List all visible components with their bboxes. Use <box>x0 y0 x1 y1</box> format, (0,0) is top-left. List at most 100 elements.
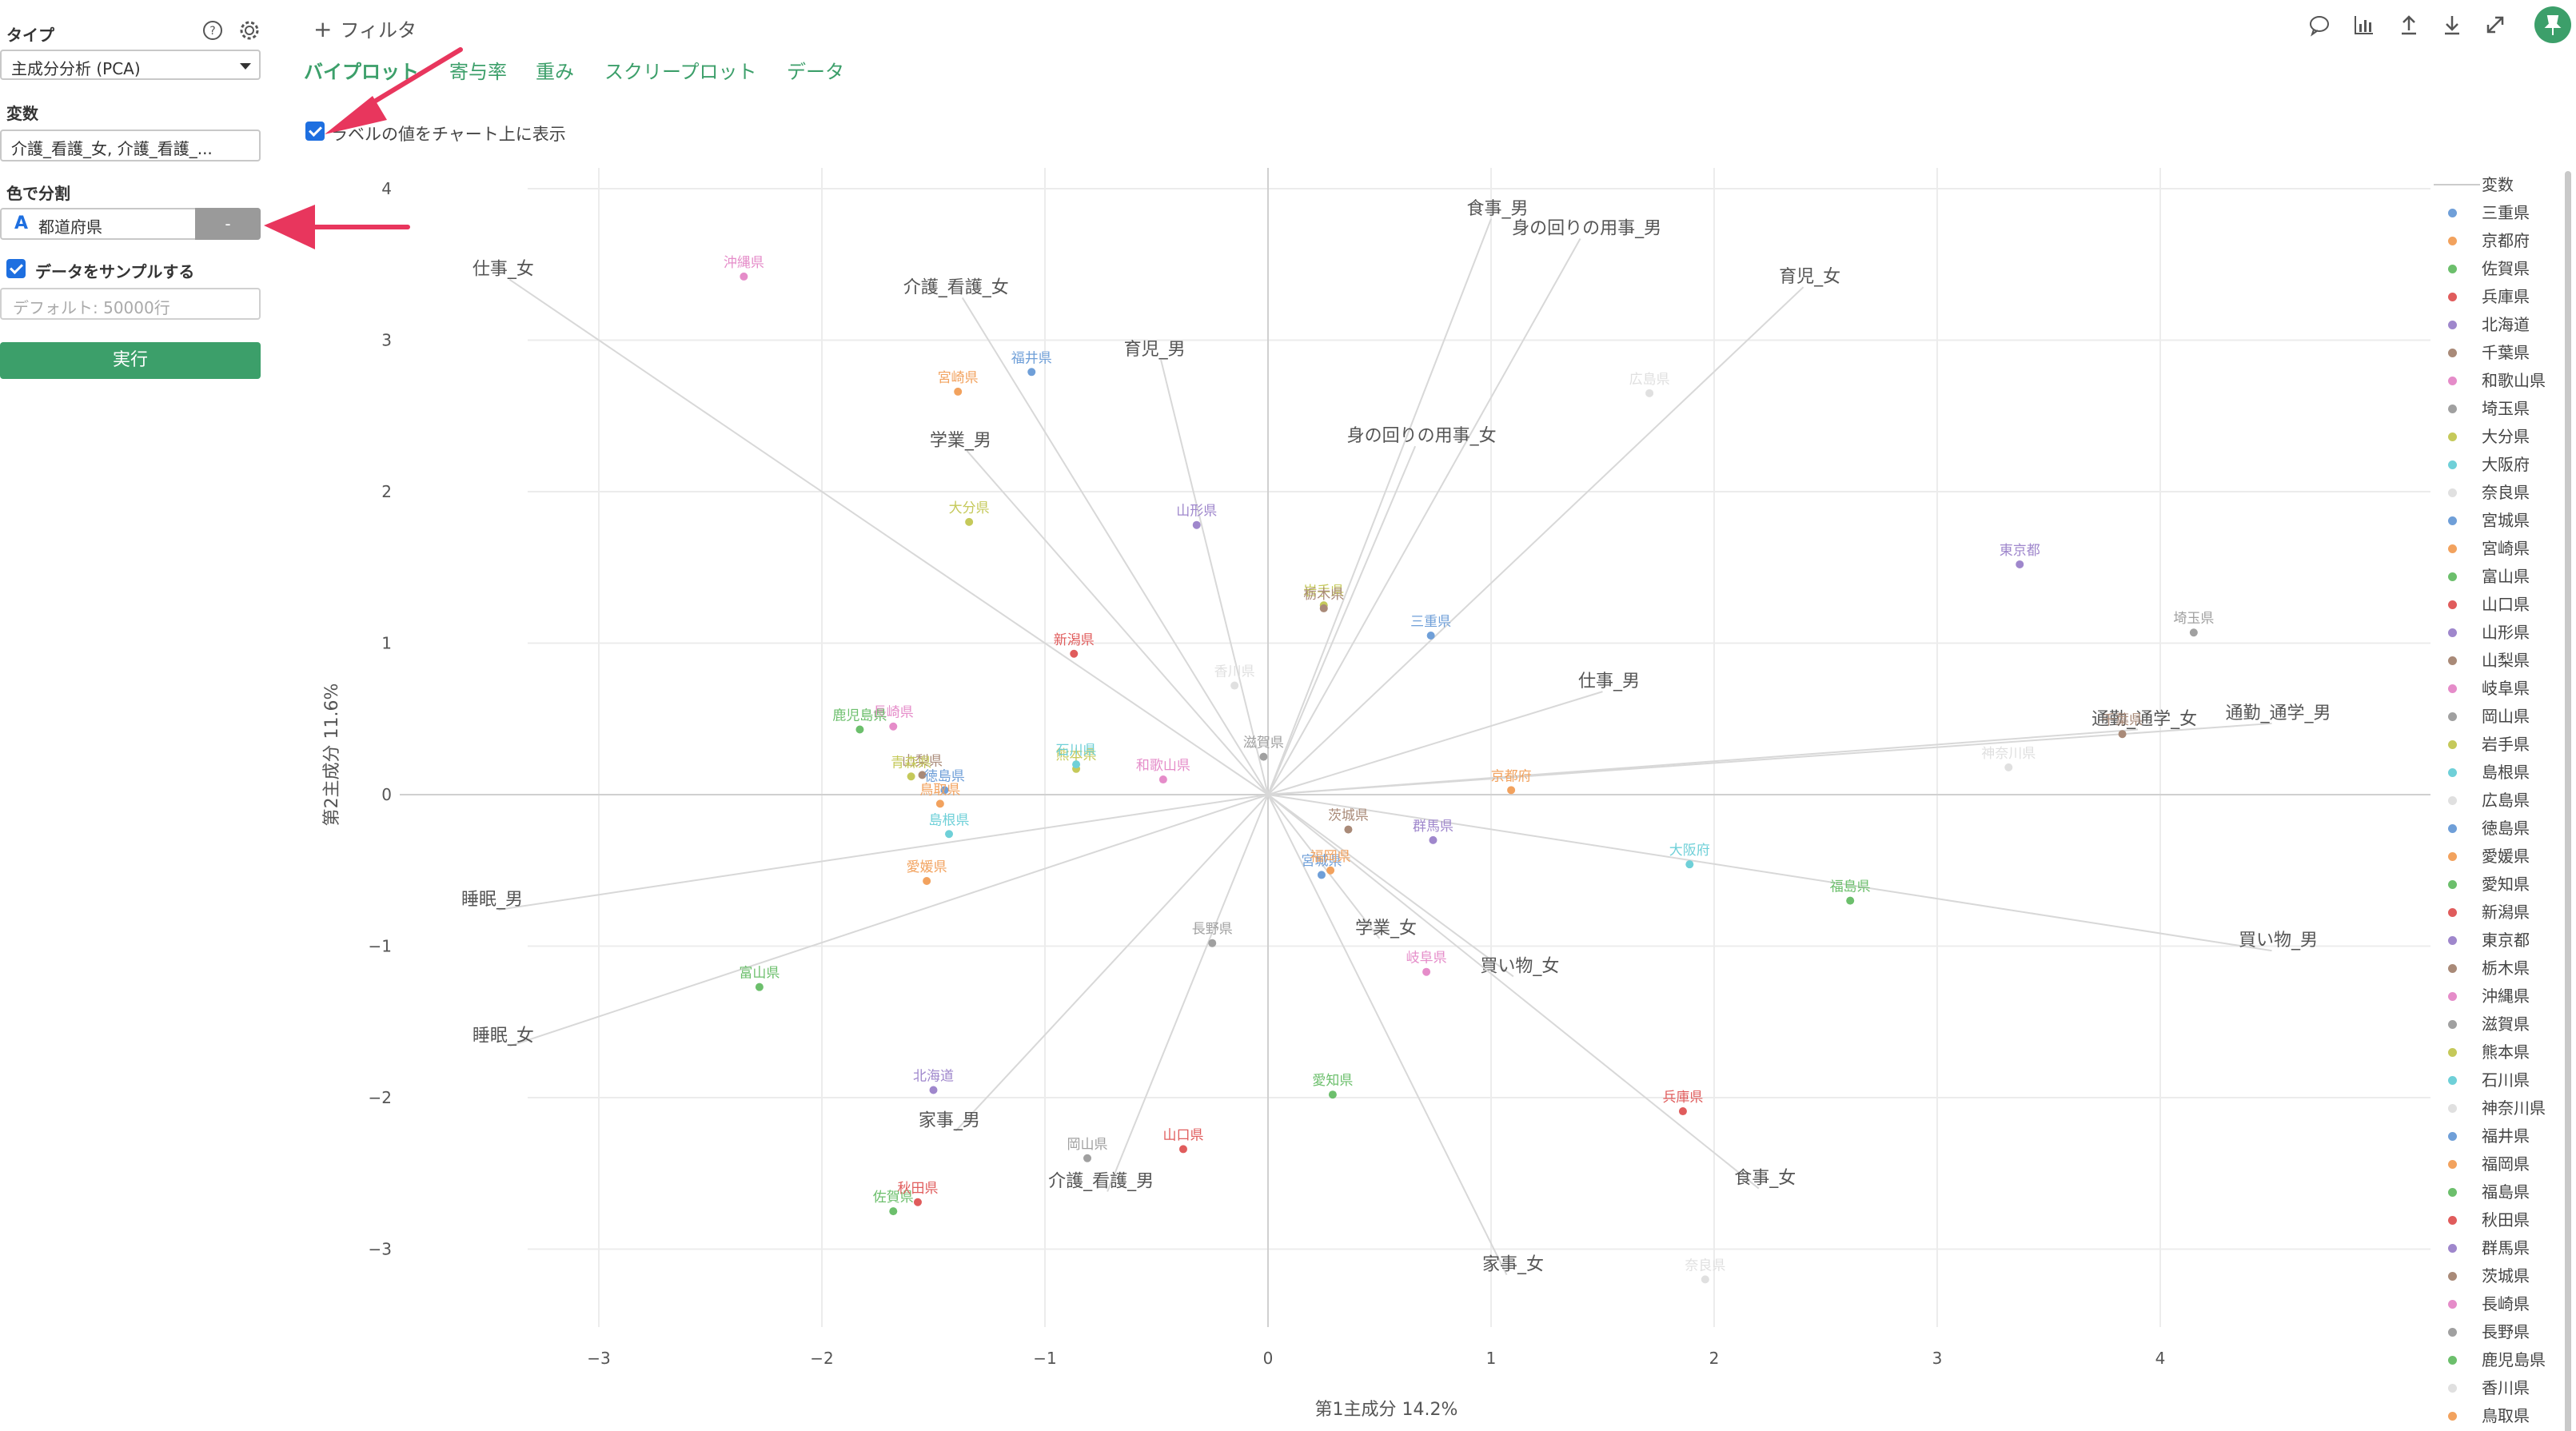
data-point-label: 三重県 <box>1410 614 1451 630</box>
legend-item-label: 岩手県 <box>2482 735 2530 754</box>
loading-vector-line <box>961 297 1269 795</box>
legend-item-label: 栃木県 <box>2482 959 2530 978</box>
legend-item-label: 徳島県 <box>2482 819 2530 838</box>
legend-scrollbar[interactable] <box>2565 171 2571 1431</box>
tab-data[interactable]: データ <box>787 61 844 83</box>
variables-select[interactable]: 介護_看護_女, 介護_看護_... <box>0 130 261 161</box>
gear-icon[interactable] <box>238 19 261 42</box>
expand-icon[interactable] <box>2483 13 2507 37</box>
loading-vector-label: 買い物_女 <box>1480 956 1559 976</box>
legend-dot-icon <box>2448 880 2457 889</box>
legend-item[interactable]: 和歌山県 <box>2422 367 2558 395</box>
legend-item[interactable]: 北海道 <box>2422 311 2558 339</box>
data-point <box>940 786 949 795</box>
legend-item[interactable]: 奈良県 <box>2422 479 2558 507</box>
legend-item[interactable]: 東京都 <box>2422 927 2558 955</box>
legend-item[interactable]: 長崎県 <box>2422 1290 2558 1318</box>
legend-item[interactable]: 埼玉県 <box>2422 395 2558 423</box>
legend-item[interactable]: 群馬県 <box>2422 1234 2558 1262</box>
legend-item[interactable]: 長野県 <box>2422 1318 2558 1346</box>
legend-item[interactable]: 山形県 <box>2422 619 2558 647</box>
legend-item[interactable]: 兵庫県 <box>2422 283 2558 311</box>
legend-item[interactable]: 福岡県 <box>2422 1150 2558 1178</box>
legend-item[interactable]: 新潟県 <box>2422 899 2558 927</box>
legend-item[interactable]: 石川県 <box>2422 1066 2558 1094</box>
tab-biplot[interactable]: バイプロット <box>304 61 419 83</box>
data-point-label: 山形県 <box>1176 504 1217 520</box>
legend-item[interactable]: 山口県 <box>2422 591 2558 619</box>
type-select[interactable]: 主成分分析 (PCA) <box>0 50 261 80</box>
legend-item[interactable]: 宮城県 <box>2422 507 2558 535</box>
legend-item[interactable]: 広島県 <box>2422 787 2558 815</box>
data-point-label: 沖縄県 <box>724 255 764 271</box>
sample-checkbox[interactable] <box>6 259 26 278</box>
x-tick-label: −1 <box>1033 1349 1056 1368</box>
data-point-label: 青森県 <box>891 755 931 771</box>
data-point <box>1208 939 1217 947</box>
legend-item[interactable]: 山梨県 <box>2422 647 2558 675</box>
legend-item[interactable]: 大阪府 <box>2422 451 2558 479</box>
loading-vector-label: 介護_看護_女 <box>903 277 1009 297</box>
chevron-down-icon <box>240 63 251 70</box>
legend-item[interactable]: 愛媛県 <box>2422 843 2558 871</box>
legend-item[interactable]: 京都府 <box>2422 227 2558 255</box>
color-split-remove-button[interactable]: - <box>195 208 261 240</box>
legend-dot-icon <box>2448 349 2457 357</box>
legend-item[interactable]: 香川県 <box>2422 1374 2558 1402</box>
legend-item[interactable]: 岐阜県 <box>2422 675 2558 703</box>
legend-item[interactable]: 鹿児島県 <box>2422 1346 2558 1374</box>
legend-item-label: 福井県 <box>2482 1126 2530 1146</box>
legend-item[interactable]: 島根県 <box>2422 759 2558 787</box>
legend-item[interactable]: 沖縄県 <box>2422 983 2558 1010</box>
show-labels-checkbox[interactable] <box>305 122 325 141</box>
data-point-label: 北海道 <box>913 1069 954 1085</box>
legend-item[interactable]: 福島県 <box>2422 1178 2558 1206</box>
tab-scree-plot[interactable]: スクリープロット <box>604 61 757 83</box>
tab-contribution[interactable]: 寄与率 <box>449 61 507 83</box>
legend-item-label: 三重県 <box>2482 203 2530 222</box>
legend-dot-icon <box>2448 1412 2457 1421</box>
legend-item[interactable]: 神奈川県 <box>2422 1094 2558 1122</box>
run-button[interactable]: 実行 <box>0 342 261 379</box>
legend-item[interactable]: 熊本県 <box>2422 1038 2558 1066</box>
download-icon[interactable] <box>2440 13 2464 37</box>
legend-item[interactable]: 岡山県 <box>2422 703 2558 731</box>
legend-item[interactable]: 鳥取県 <box>2422 1402 2558 1430</box>
chart-icon[interactable] <box>2352 13 2376 37</box>
legend-dot-icon <box>2448 628 2457 637</box>
legend-item-label: 東京都 <box>2482 931 2530 950</box>
data-point-label: 大分県 <box>949 500 990 516</box>
legend-item[interactable]: 秋田県 <box>2422 1206 2558 1234</box>
legend-item[interactable]: 徳島県 <box>2422 815 2558 843</box>
legend-item[interactable]: 福井県 <box>2422 1122 2558 1150</box>
help-icon[interactable]: ? <box>201 19 224 42</box>
legend-item[interactable]: 宮崎県 <box>2422 535 2558 563</box>
sample-rows-input[interactable]: デフォルト: 50000行 <box>0 288 261 320</box>
data-point <box>1645 389 1654 397</box>
pin-button[interactable] <box>2534 6 2571 43</box>
legend-dot-icon <box>2448 908 2457 917</box>
loading-vector-line <box>1267 794 2272 952</box>
legend-item-label: 茨城県 <box>2482 1266 2530 1286</box>
legend-item-label: 奈良県 <box>2482 483 2530 502</box>
data-point <box>929 1086 938 1094</box>
legend-item[interactable]: 千葉県 <box>2422 339 2558 367</box>
legend-item[interactable]: 栃木県 <box>2422 955 2558 983</box>
legend-item[interactable]: 大分県 <box>2422 423 2558 451</box>
upload-icon[interactable] <box>2397 13 2421 37</box>
legend-item-label: 島根県 <box>2482 763 2530 782</box>
legend-item-label: 岐阜県 <box>2482 679 2530 698</box>
legend-item[interactable]: 愛知県 <box>2422 871 2558 899</box>
legend-item[interactable]: 佐賀県 <box>2422 255 2558 283</box>
data-point <box>1192 520 1201 529</box>
chart-header: + フィルタ バイプロット 寄与率 重み スクリープロット データ ラベルの値をチ… <box>296 0 2576 152</box>
legend-item[interactable]: 茨城県 <box>2422 1262 2558 1290</box>
legend-item[interactable]: 滋賀県 <box>2422 1010 2558 1038</box>
filter-button[interactable]: + フィルタ <box>313 14 417 42</box>
comment-icon[interactable] <box>2307 13 2331 37</box>
tab-weights[interactable]: 重み <box>536 61 574 83</box>
legend-item[interactable]: 三重県 <box>2422 199 2558 227</box>
legend-dot-icon <box>2448 740 2457 749</box>
legend-item[interactable]: 富山県 <box>2422 563 2558 591</box>
legend-item[interactable]: 岩手県 <box>2422 731 2558 759</box>
